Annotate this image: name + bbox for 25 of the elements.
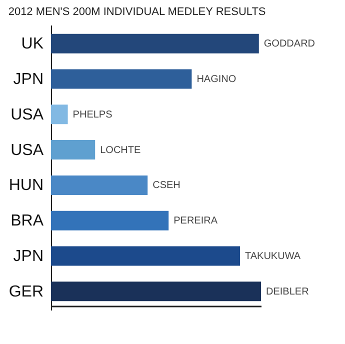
annotation: PHELPS (72, 109, 113, 120)
text: GODDARD (264, 38, 316, 50)
bar (51, 104, 68, 124)
bar (51, 34, 259, 54)
annotation: TAKUKUWA (245, 251, 301, 262)
bar (51, 282, 261, 302)
chart-title: 2012 MEN'S 200M INDIVIDUAL MEDLEY RESULTS (8, 6, 266, 18)
bar (51, 140, 96, 160)
y-tick-label: UK (21, 36, 44, 53)
bar (51, 210, 169, 230)
bar (51, 175, 148, 195)
annotation: LOCHTE (100, 144, 141, 156)
y-tick-label: JPN (13, 248, 44, 266)
y-tick-label: JPN (13, 70, 44, 88)
y-tick-label: USA (10, 142, 44, 159)
bar (51, 246, 240, 266)
bar (51, 69, 192, 89)
annotation: PEREIRA (174, 216, 218, 227)
annotation: HAGINO (196, 74, 236, 85)
text: DEIBLER (266, 286, 309, 298)
y-tick-label: GER (8, 283, 44, 300)
y-tick-label: HUN (8, 177, 44, 194)
y-tick-label: BRA (10, 212, 44, 230)
annotation: CSEH (152, 180, 180, 192)
y-tick-label: USA (10, 106, 44, 124)
